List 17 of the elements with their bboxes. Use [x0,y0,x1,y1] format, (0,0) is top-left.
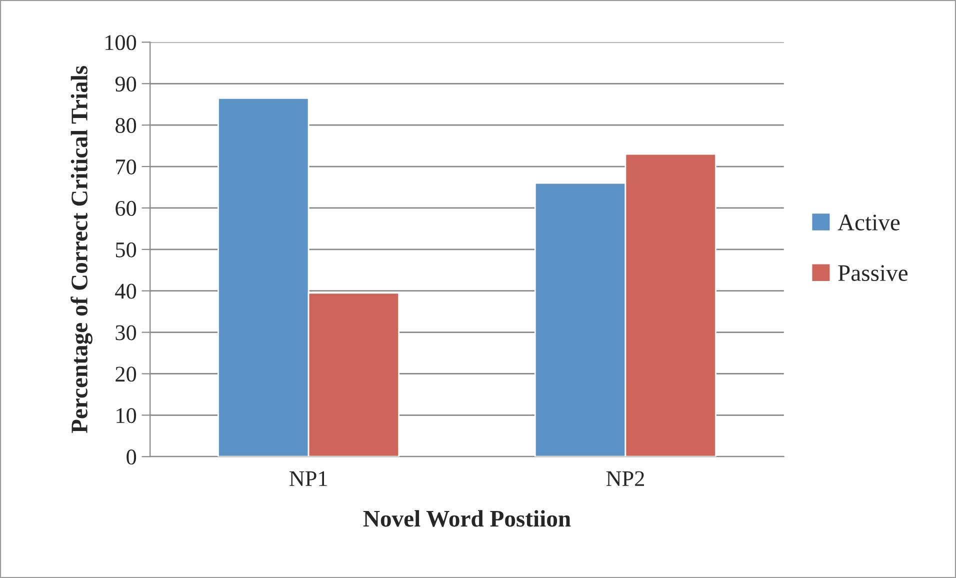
y-tick-label: 30 [116,325,136,340]
y-tick-label: 70 [116,159,136,174]
y-tick-label: 0 [126,450,136,465]
legend-label: Active [838,214,900,230]
y-tick-label: 60 [116,200,136,216]
x-tick-label: NP1 [289,471,327,486]
y-tick-label: 80 [116,118,136,134]
y-tick-label: 40 [115,284,136,299]
y-tick-label: 10 [116,408,136,424]
legend-label: Passive [838,265,908,282]
x-axis-title: Novel Word Postiion [363,510,571,527]
x-tick-label: NP2 [606,471,644,486]
y-axis-title: Percentage of Correct Critical Trials [70,66,92,434]
y-tick-label: 100 [106,35,136,50]
y-tick-label: 90 [115,76,136,92]
y-tick-label: 20 [116,366,136,382]
y-tick-label: 50 [116,242,136,258]
